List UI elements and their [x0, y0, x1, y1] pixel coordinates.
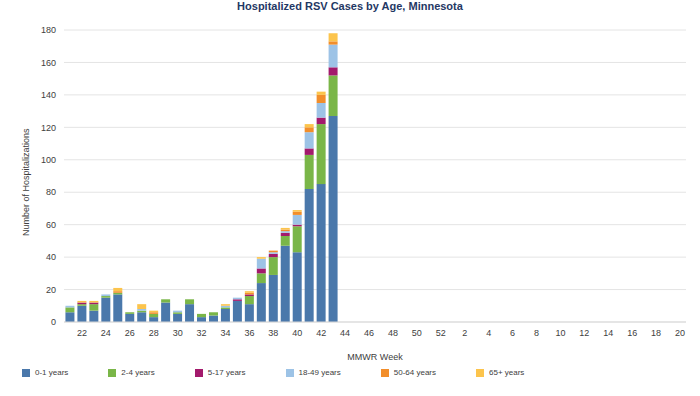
svg-text:180: 180: [41, 25, 56, 35]
svg-text:24: 24: [101, 328, 111, 338]
svg-text:18: 18: [651, 328, 661, 338]
svg-text:30: 30: [173, 328, 183, 338]
svg-text:140: 140: [41, 90, 56, 100]
svg-text:4: 4: [486, 328, 491, 338]
svg-text:8: 8: [534, 328, 539, 338]
html-text:Hospitalized RSV Cases by Age,: Hospitalized RSV Cases by Age, Minnesota: [237, 0, 463, 12]
svg-text:40: 40: [292, 328, 302, 338]
svg-text:2: 2: [462, 328, 467, 338]
svg-text:34: 34: [220, 328, 230, 338]
html-text:50-64 years: 50-64 years: [393, 368, 436, 377]
svg-text:14: 14: [603, 328, 613, 338]
svg-text:48: 48: [388, 328, 398, 338]
html-text:65+ years: 65+ years: [489, 368, 525, 377]
html-text:5-17 years: 5-17 years: [207, 368, 246, 377]
svg-text:16: 16: [627, 328, 637, 338]
svg-text:36: 36: [244, 328, 254, 338]
svg-text:100: 100: [41, 155, 56, 165]
html-text:2-4 years: 2-4 years: [121, 368, 155, 377]
svg-text:120: 120: [41, 123, 56, 133]
svg-text:60: 60: [46, 220, 56, 230]
svg-text:20: 20: [675, 328, 685, 338]
svg-text:44: 44: [340, 328, 350, 338]
svg-text:10: 10: [555, 328, 565, 338]
svg-text:38: 38: [268, 328, 278, 338]
svg-text:46: 46: [364, 328, 374, 338]
svg-text:80: 80: [46, 187, 56, 197]
svg-text:12: 12: [579, 328, 589, 338]
svg-text:22: 22: [77, 328, 87, 338]
svg-text:40: 40: [46, 252, 56, 262]
svg-text:Number of Hospitalizations: Number of Hospitalizations: [21, 128, 31, 236]
svg-text:160: 160: [41, 58, 56, 68]
svg-text:52: 52: [436, 328, 446, 338]
svg-text:50: 50: [412, 328, 422, 338]
svg-text:20: 20: [46, 285, 56, 295]
svg-text:28: 28: [149, 328, 159, 338]
svg-text:0: 0: [51, 317, 56, 327]
svg-text:26: 26: [125, 328, 135, 338]
svg-text:32: 32: [197, 328, 207, 338]
svg-text:MMWR Week: MMWR Week: [347, 352, 403, 362]
svg-text:42: 42: [316, 328, 326, 338]
svg-text:6: 6: [510, 328, 515, 338]
html-text:18-49 years: 18-49 years: [298, 368, 341, 377]
html-text:0-1 years: 0-1 years: [35, 368, 69, 377]
